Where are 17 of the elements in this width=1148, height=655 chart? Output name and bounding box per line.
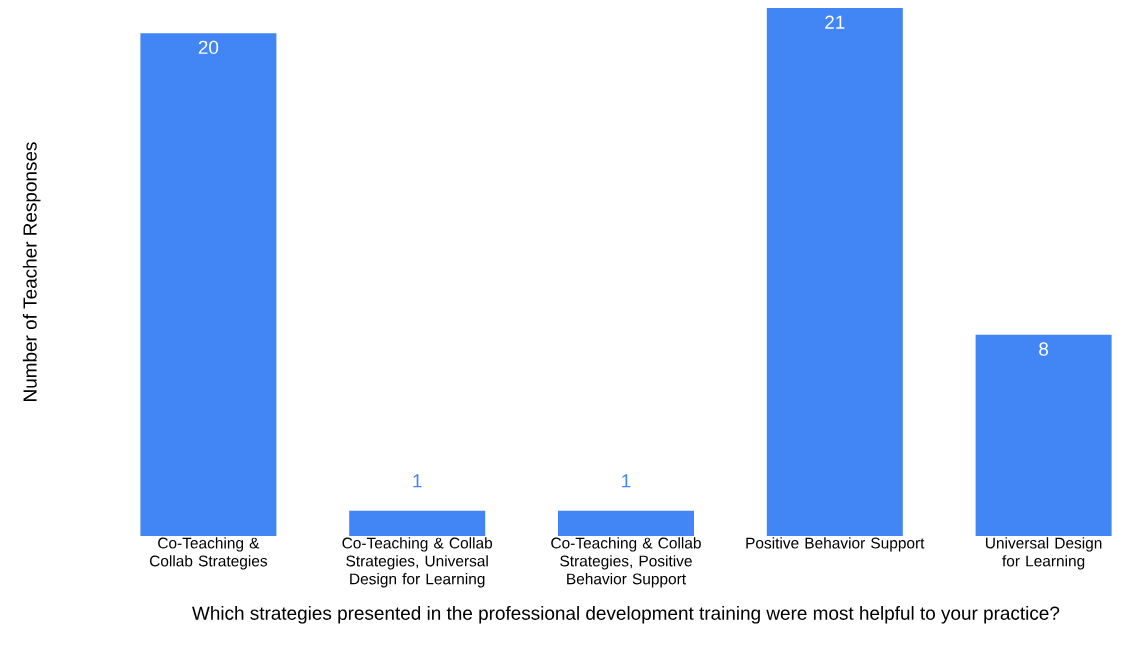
data-label: 8 (1039, 342, 1049, 356)
data-label: 1 (413, 474, 422, 488)
bar (558, 510, 694, 536)
data-label: 20 (198, 40, 219, 55)
bar (349, 510, 486, 536)
x-tick-label: Positive Behavior Support (746, 537, 925, 552)
y-axis-title: Number of Teacher Responses (22, 142, 41, 401)
x-tick-label: Co-Teaching & Collab Strategies, Positive Behavior Support (551, 537, 701, 588)
x-tick-label: Co-Teaching & Collab Strategies (149, 537, 268, 570)
data-label: 1 (622, 474, 631, 488)
x-axis-title: Which strategies presented in the professional development training were most helpful to your practice? (192, 605, 1060, 624)
x-tick-label: Universal Design for Learning (985, 537, 1102, 570)
x-tick-label: Co-Teaching & Collab Strategies, Universal Design for Learning (342, 537, 493, 588)
bar (766, 7, 903, 536)
bar (975, 334, 1112, 536)
bar (140, 33, 277, 536)
data-label: 21 (825, 15, 845, 29)
